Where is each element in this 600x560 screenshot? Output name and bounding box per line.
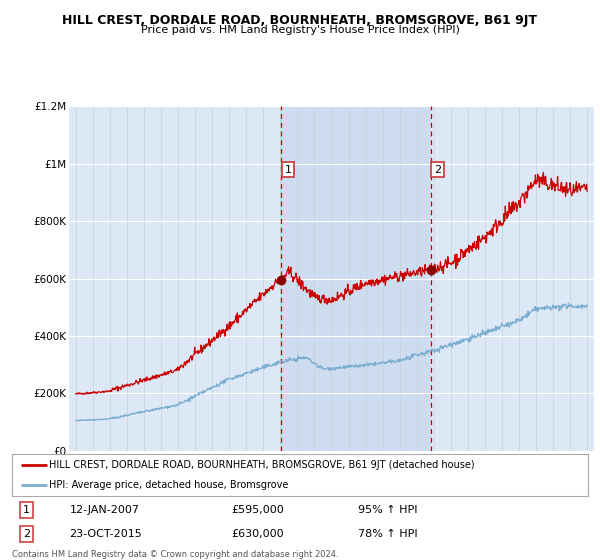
Text: Contains HM Land Registry data © Crown copyright and database right 2024.
This d: Contains HM Land Registry data © Crown c…	[12, 550, 338, 560]
Text: HILL CREST, DORDALE ROAD, BOURNHEATH, BROMSGROVE, B61 9JT: HILL CREST, DORDALE ROAD, BOURNHEATH, BR…	[62, 14, 538, 27]
Text: 78% ↑ HPI: 78% ↑ HPI	[358, 529, 417, 539]
Text: £595,000: £595,000	[231, 505, 284, 515]
Text: 2: 2	[434, 165, 441, 175]
Text: 1: 1	[23, 505, 30, 515]
Text: 2: 2	[23, 529, 30, 539]
Text: Price paid vs. HM Land Registry's House Price Index (HPI): Price paid vs. HM Land Registry's House …	[140, 25, 460, 35]
Text: HILL CREST, DORDALE ROAD, BOURNHEATH, BROMSGROVE, B61 9JT (detached house): HILL CREST, DORDALE ROAD, BOURNHEATH, BR…	[49, 460, 475, 470]
Text: 1: 1	[284, 165, 292, 175]
Text: 95% ↑ HPI: 95% ↑ HPI	[358, 505, 417, 515]
Bar	[281, 106, 431, 451]
Text: £630,000: £630,000	[231, 529, 284, 539]
Text: HPI: Average price, detached house, Bromsgrove: HPI: Average price, detached house, Brom…	[49, 480, 289, 490]
Text: 23-OCT-2015: 23-OCT-2015	[70, 529, 142, 539]
Text: 12-JAN-2007: 12-JAN-2007	[70, 505, 140, 515]
